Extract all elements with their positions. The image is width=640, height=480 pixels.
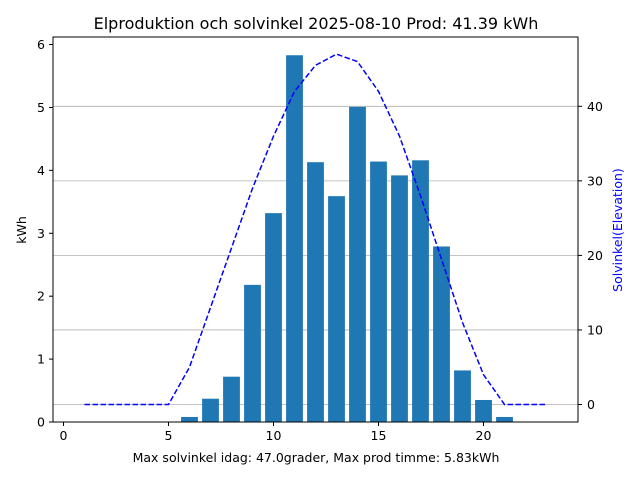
bar — [244, 284, 261, 422]
bar — [496, 416, 513, 422]
y-tick-label: 0 — [37, 415, 45, 430]
y2-tick-label: 0 — [587, 397, 595, 412]
bars — [181, 55, 513, 422]
bar — [391, 175, 408, 422]
angle-line — [84, 53, 547, 406]
y2-axis-label: Solvinkel(Elevation) — [610, 168, 625, 292]
bar — [223, 376, 240, 422]
x-tick-label: 5 — [165, 428, 173, 443]
bar — [286, 55, 303, 422]
bar — [349, 106, 366, 422]
x-axis: 0 5 10 15 20 — [60, 422, 492, 443]
bar — [454, 370, 471, 422]
bar — [370, 161, 387, 422]
y-tick-label: 1 — [37, 352, 45, 367]
y-tick-label: 5 — [37, 100, 45, 115]
y-axis-label: kWh — [14, 216, 29, 244]
y2-tick-label: 20 — [587, 248, 603, 263]
x-tick-label: 15 — [371, 428, 387, 443]
y2-tick-label: 30 — [587, 173, 603, 188]
bar — [307, 162, 324, 422]
y2-tick-label: 40 — [587, 99, 603, 114]
bar — [328, 196, 345, 422]
x-axis-label: Max solvinkel idag: 47.0grader, Max prod… — [133, 450, 500, 465]
bar — [475, 399, 492, 422]
y2-tick-label: 10 — [587, 322, 603, 337]
angle-series-line — [84, 53, 547, 406]
x-tick-label: 20 — [476, 428, 492, 443]
plot-frame — [52, 36, 579, 423]
bar — [265, 213, 282, 422]
x-tick-label: 0 — [60, 428, 68, 443]
y-tick-label: 6 — [37, 37, 45, 52]
bar — [181, 416, 198, 422]
y-tick-label: 4 — [37, 163, 45, 178]
y-axis-right: 0 10 20 30 40 — [578, 99, 603, 412]
y-tick-label: 3 — [37, 226, 45, 241]
x-tick-label: 10 — [266, 428, 282, 443]
chart-title: Elproduktion och solvinkel 2025-08-10 Pr… — [94, 14, 539, 33]
y-axis-left: 0 1 2 3 4 5 6 — [37, 37, 53, 430]
bar — [433, 246, 450, 422]
bar — [412, 160, 429, 422]
bar — [202, 398, 219, 422]
y-tick-label: 2 — [37, 289, 45, 304]
